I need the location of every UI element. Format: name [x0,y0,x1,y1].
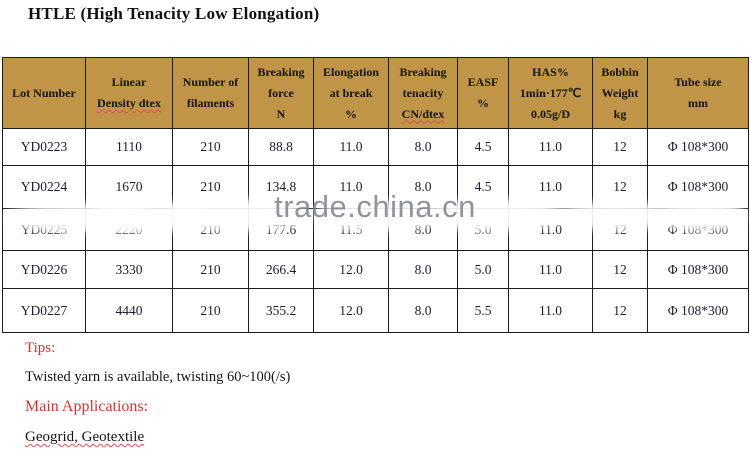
cell-breaking-tenacity: 8.0 [388,128,458,166]
table-row: YD0223 1110 210 88.8 11.0 8.0 4.5 11.0 12 Φ 108*3… [2,128,749,166]
column-header-line: Tube size [674,75,722,89]
column-header-line: Bobbin [601,64,639,79]
column-header-line: filaments [186,96,235,110]
cell-elongation: 11.0 [313,165,389,209]
column-header-line: HAS% [532,64,569,79]
cell-elongation: 11.0 [313,128,389,166]
column-header-line: 1min·177℃ [519,85,582,100]
cell-has: 11.0 [508,208,593,251]
cell-filaments: 210 [172,165,249,209]
column-header-tube-size: Tube size mm [647,57,749,129]
cell-breaking-tenacity: 8.0 [388,288,458,333]
column-header-bobbin-weight: Bobbin Weight kg [592,57,648,129]
cell-linear-density: 2220 [85,208,173,251]
column-header-lot-number: Lot Number [2,57,86,129]
cell-tube-size: Φ 108*300 [647,288,749,333]
cell-bobbin-weight: 12 [592,165,648,209]
column-header-line: tenacity [402,85,444,100]
cell-bobbin-weight: 12 [592,128,648,166]
cell-easf: 4.5 [457,128,509,166]
table-body: YD0223 1110 210 88.8 11.0 8.0 4.5 11.0 12 Φ 108*3… [2,128,749,333]
cell-lot-number: YD0225 [2,208,86,251]
column-header-line: 0.05g/D [531,106,570,121]
table-row: YD0225 2220 210 177.6 11.5 8.0 5.0 11.0 12 Φ 108*… [2,208,749,251]
cell-lot-number: YD0226 [2,250,86,289]
column-header-line: Lot Number [12,85,76,100]
cell-breaking-force: 266.4 [248,250,314,289]
column-header-line: Breaking [257,64,305,79]
column-header-line: kg [613,106,627,121]
cell-tube-size: Φ 108*300 [647,165,749,209]
applications-text: Geogrid, Geotextile [25,429,145,445]
cell-tube-size: Φ 108*300 [647,208,749,251]
cell-breaking-force: 355.2 [248,288,314,333]
column-header-line: N [276,106,286,121]
column-header-elongation: Elongation at break% [313,57,389,129]
column-header-line: Elongation [322,64,379,79]
cell-linear-density: 3330 [85,250,173,289]
cell-filaments: 210 [172,208,249,251]
cell-has: 11.0 [508,128,593,166]
cell-bobbin-weight: 12 [592,288,648,333]
cell-linear-density: 1110 [85,128,173,166]
tips-text: Twisted yarn is available, twisting 60~1… [25,369,291,385]
table-header-row: Lot Number Linear Density dtex Number of fil… [2,57,749,129]
column-header-line: Density dtex [97,96,161,110]
column-header-line: % [477,96,489,110]
column-header-line: Linear [111,75,147,89]
cell-easf: 5.5 [457,288,509,333]
column-header-line: mm [688,96,708,110]
table-row: YD0224 1670 210 134.8 11.0 8.0 4.5 11.0 12 Φ 108*… [2,165,749,209]
column-header-line: CN/dtex [401,106,445,121]
cell-filaments: 210 [172,128,249,166]
column-header-line: force [268,85,294,100]
column-header-filaments: Number of filaments [172,57,249,129]
page-title: HTLE (High Tenacity Low Elongation) [28,4,320,23]
column-header-has: HAS% 1min·177℃ 0.05g/D [508,57,593,129]
cell-bobbin-weight: 12 [592,250,648,289]
cell-easf: 5.0 [457,250,509,289]
column-header-line: EASF [467,75,499,89]
spec-table: Lot Number Linear Density dtex Number of fil… [2,57,749,333]
cell-has: 11.0 [508,165,593,209]
cell-breaking-tenacity: 8.0 [388,208,458,251]
cell-linear-density: 4440 [85,288,173,333]
table-row: YD0227 4440 210 355.2 12.0 8.0 5.5 11.0 12 Φ 108*… [2,288,749,333]
cell-easf: 5.0 [457,208,509,251]
cell-tube-size: Φ 108*300 [647,128,749,166]
cell-has: 11.0 [508,288,593,333]
column-header-breaking-tenacity: Breaking tenacity CN/dtex [388,57,458,129]
cell-bobbin-weight: 12 [592,208,648,251]
cell-has: 11.0 [508,250,593,289]
column-header-line: at break [329,85,373,100]
table-row: YD0226 3330 210 266.4 12.0 8.0 5.0 11.0 12 Φ 108*… [2,250,749,289]
cell-tube-size: Φ 108*300 [647,250,749,289]
cell-breaking-force: 88.8 [248,128,314,166]
cell-linear-density: 1670 [85,165,173,209]
tips-label: Tips: [25,340,56,356]
column-header-line: Weight [601,85,639,100]
applications-label: Main Applications: [25,398,149,415]
cell-breaking-tenacity: 8.0 [388,250,458,289]
cell-elongation: 11.5 [313,208,389,251]
column-header-breaking-force: Breaking force N [248,57,314,129]
cell-lot-number: YD0227 [2,288,86,333]
cell-breaking-tenacity: 8.0 [388,165,458,209]
cell-lot-number: YD0224 [2,165,86,209]
cell-elongation: 12.0 [313,288,389,333]
cell-elongation: 12.0 [313,250,389,289]
cell-filaments: 210 [172,288,249,333]
cell-easf: 4.5 [457,165,509,209]
column-header-line: Breaking [399,64,447,79]
cell-breaking-force: 177.6 [248,208,314,251]
cell-lot-number: YD0223 [2,128,86,166]
cell-filaments: 210 [172,250,249,289]
cell-breaking-force: 134.8 [248,165,314,209]
column-header-easf: EASF% [457,57,509,129]
column-header-linear-density: Linear Density dtex [85,57,173,129]
column-header-line: Number of [182,75,239,89]
column-header-line: % [345,106,357,121]
